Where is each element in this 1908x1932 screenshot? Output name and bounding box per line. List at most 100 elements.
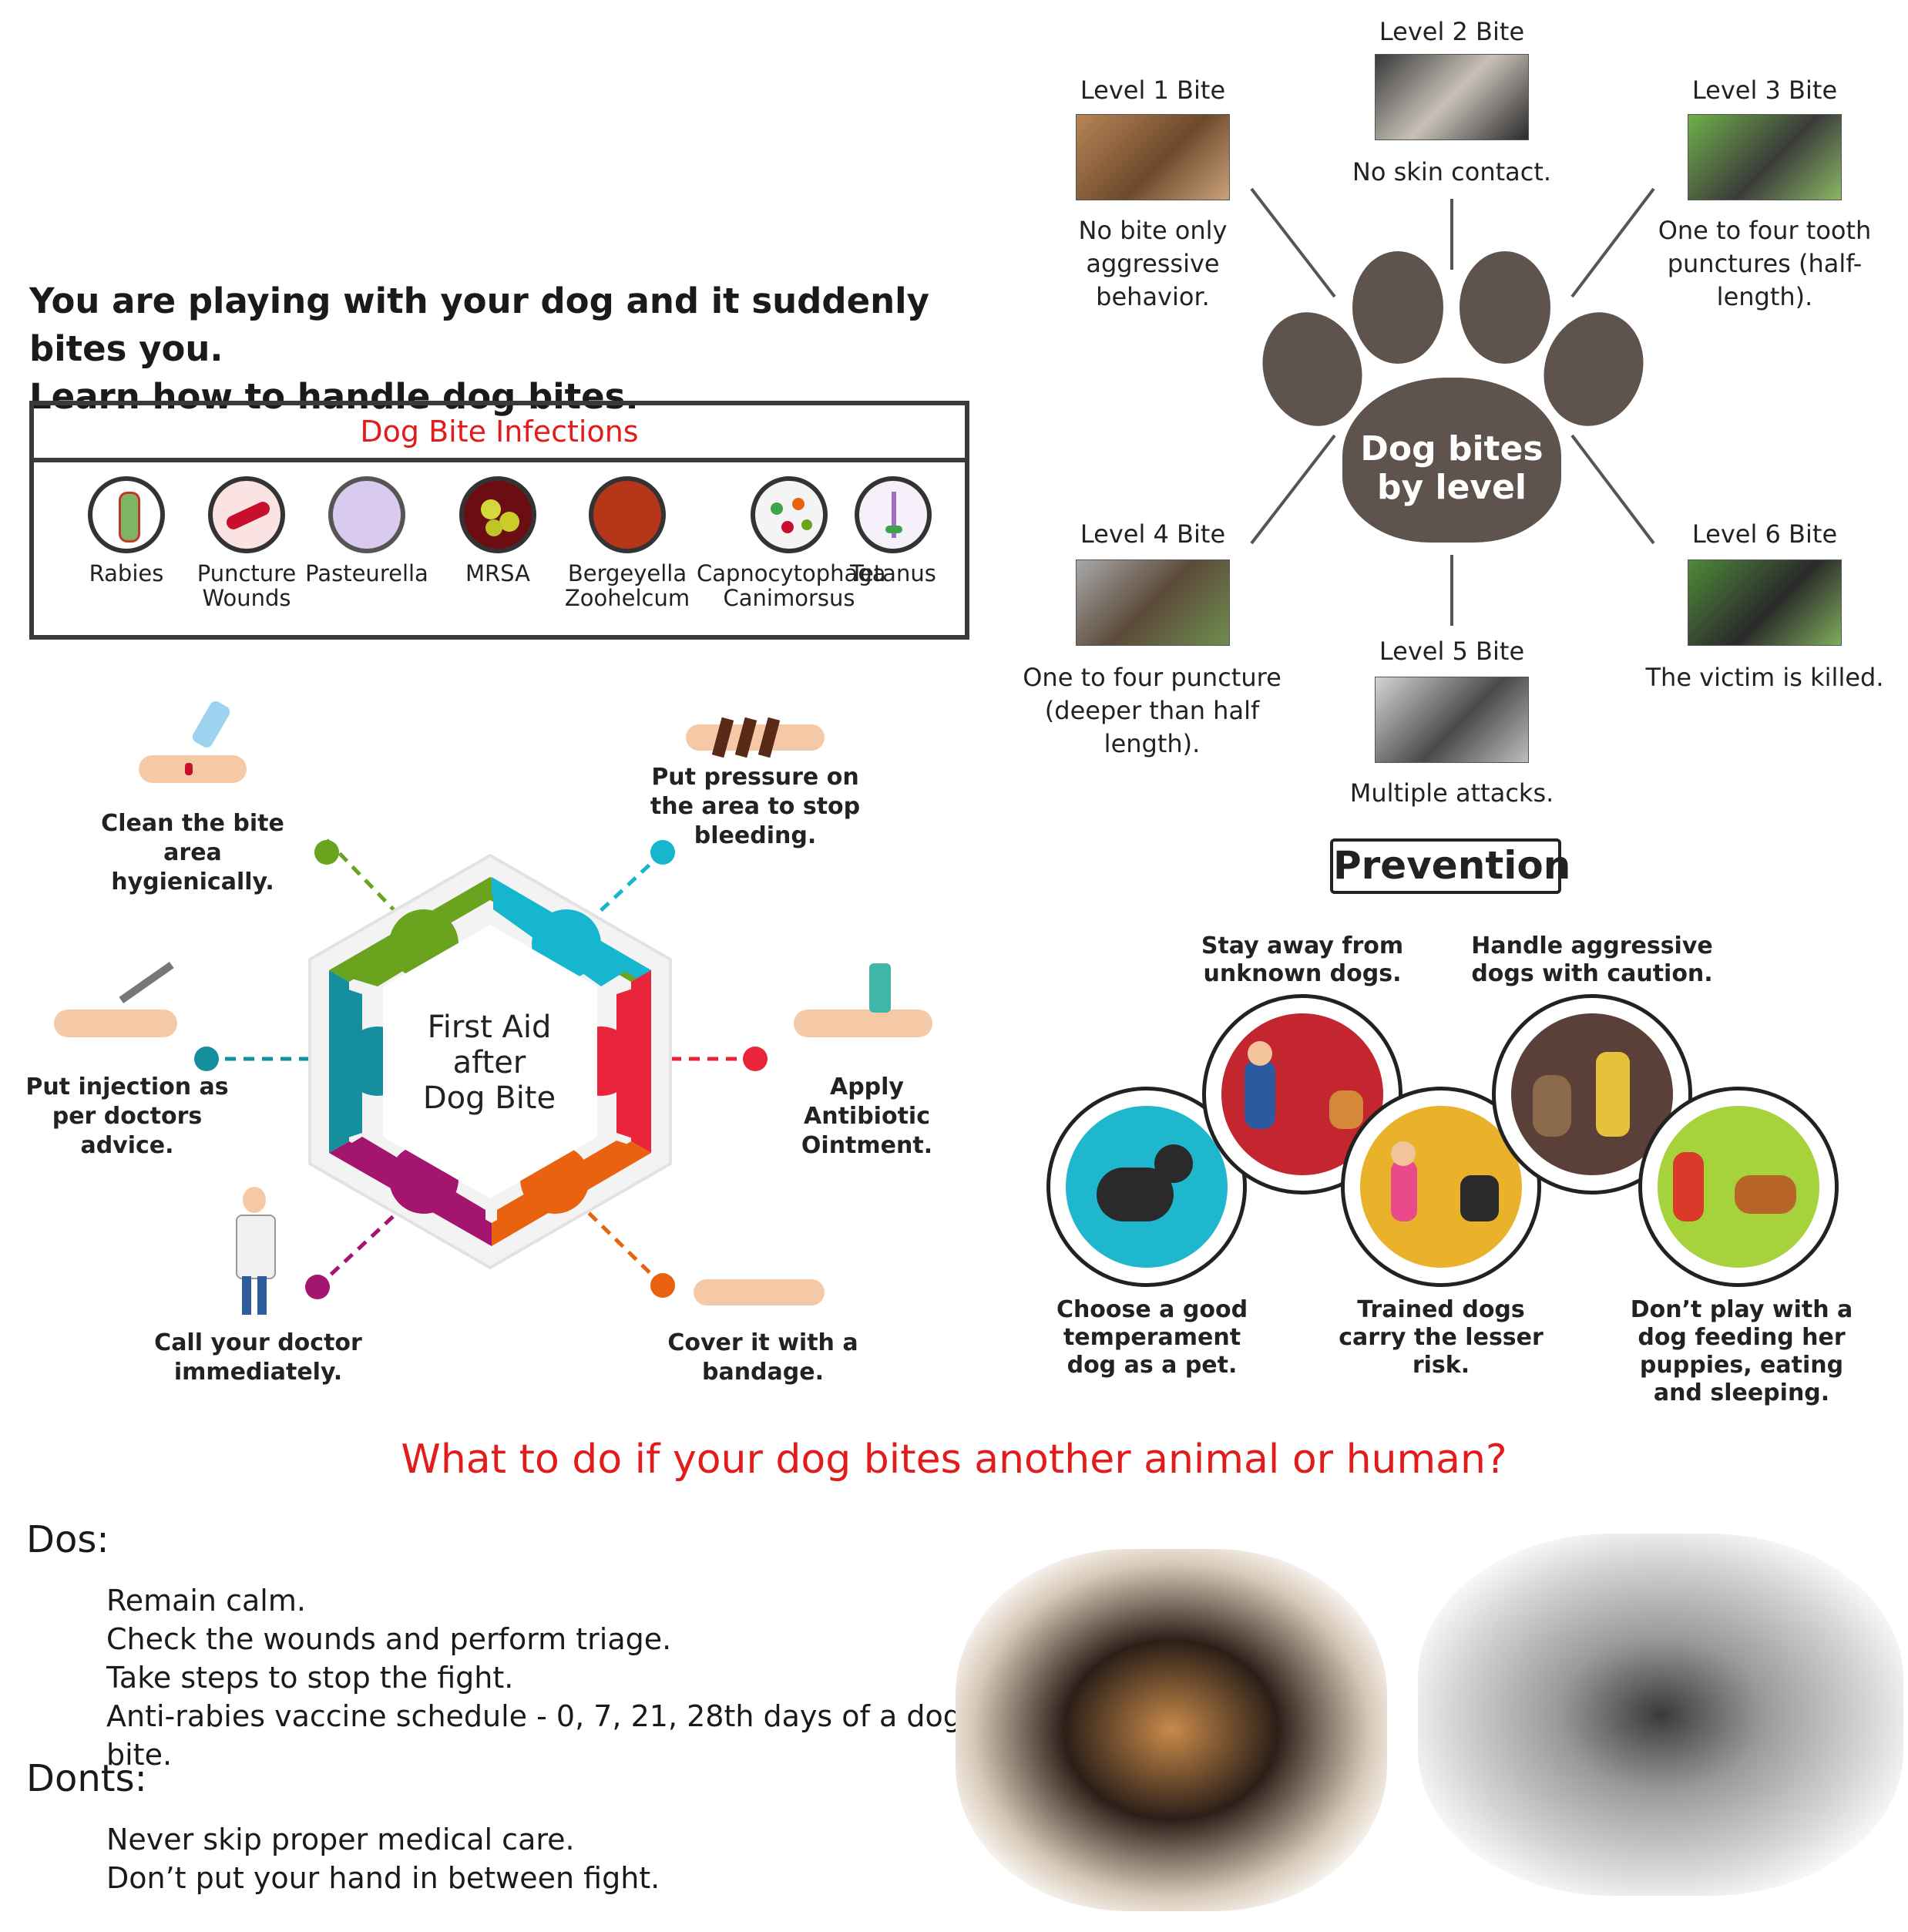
intro-line-2: Learn how to handle dog bites. — [29, 376, 639, 417]
level-5-photo — [1375, 677, 1529, 763]
dos-list: Remain calm. Check the wounds and perfor… — [106, 1581, 1031, 1774]
infection-label-2: Zoohelcum — [564, 585, 690, 611]
prevention-label-aggressive: Handle aggressive dogs with caution. — [1471, 932, 1713, 987]
dos-item: Check the wounds and perform triage. — [106, 1622, 672, 1656]
dos-item: Take steps to stop the fight. — [106, 1661, 514, 1695]
doctor-icon — [231, 1187, 277, 1318]
cowboy-kid-icon — [1596, 1052, 1630, 1137]
level-5-title: Level 5 Bite — [1379, 637, 1525, 666]
running-dog-icon — [1735, 1175, 1796, 1214]
level-1-title: Level 1 Bite — [1080, 76, 1226, 105]
infection-label: MRSA — [465, 560, 530, 586]
prevention-section: Prevention Stay away from unknown dogs. … — [1040, 832, 1865, 1418]
dos-item: Anti-rabies vaccine schedule - 0, 7, 21,… — [106, 1699, 962, 1772]
level-4-desc: One to four puncture (deeper than half l… — [1023, 663, 1282, 758]
paw-center-line-1: Dog bites — [1360, 429, 1544, 469]
infection-rabies: Rabies — [57, 476, 196, 586]
paw-pad — [1342, 378, 1561, 543]
girl-icon — [1391, 1160, 1417, 1221]
first-aid-center-line-1: First Aid — [427, 1010, 552, 1045]
level-3-photo — [1688, 114, 1842, 200]
paw-toe-mid-right — [1460, 251, 1550, 364]
puncture-wound-icon — [208, 476, 285, 553]
level-6-desc: The victim is killed. — [1645, 663, 1884, 692]
step-ointment-label: Apply Antibiotic Ointment. — [801, 1074, 933, 1159]
first-aid-center-line-2: after — [452, 1045, 526, 1080]
infection-capnocytophaga: Capnocytophaga Canimorsus — [697, 476, 886, 611]
first-aid-center-line-3: Dog Bite — [422, 1080, 556, 1116]
level-2-desc: No skin contact. — [1352, 157, 1552, 186]
running-boy-icon — [1673, 1152, 1704, 1221]
level-3-title: Level 3 Bite — [1691, 76, 1838, 105]
first-aid-section: First Aid after Dog Bite Clean the bite … — [0, 678, 1002, 1418]
prevention-label-dont-play: Don’t play with a dog feeding her puppie… — [1630, 1296, 1853, 1406]
capnocytophaga-icon — [751, 476, 828, 553]
intro-text: You are playing with your dog and it sud… — [29, 277, 1031, 421]
ointment-hand-icon — [794, 963, 932, 1048]
prevention-circle-stay-away — [1202, 994, 1402, 1194]
step-pressure-label: Put pressure on the area to stop bleedin… — [650, 764, 861, 849]
infections-panel: Dog Bite Infections Rabies Puncture Woun… — [29, 401, 969, 640]
infection-label: Capnocytophaga — [697, 560, 886, 586]
dos-title: Dos: — [26, 1518, 109, 1561]
rabies-virus-icon — [88, 476, 165, 553]
paw-toe-mid-left — [1352, 251, 1443, 364]
intro-line-1: You are playing with your dog and it sud… — [29, 281, 929, 369]
prevention-circle-dont-play — [1638, 1087, 1839, 1287]
dog-bites-question: What to do if your dog bites another ani… — [401, 1436, 1507, 1483]
dog-attack-photo — [1418, 1534, 1903, 1896]
infection-tetanus: Tetanus — [824, 476, 962, 586]
small-dog-icon — [1329, 1090, 1363, 1129]
paw-center-title: Dog bites by level — [1342, 430, 1561, 507]
step-clean-label: Clean the bite area hygienically. — [101, 810, 284, 895]
dos-item: Remain calm. — [106, 1584, 306, 1618]
level-2-photo — [1375, 54, 1529, 140]
bandaged-arm-icon — [686, 701, 825, 763]
paw-center-line-2: by level — [1376, 468, 1527, 507]
level-1-desc: No bite only aggressive behavior. — [1078, 216, 1228, 311]
donts-item: Never skip proper medical care. — [106, 1823, 575, 1856]
bandage-hand-icon — [694, 1272, 832, 1318]
infection-label: Rabies — [89, 560, 164, 586]
doberman-icon — [1460, 1175, 1499, 1221]
prevention-label-trained: Trained dogs carry the lesser risk. — [1339, 1296, 1544, 1379]
infection-label: Tetanus — [850, 560, 936, 586]
level-2-title: Level 2 Bite — [1379, 17, 1525, 46]
sitting-dog-icon — [1533, 1075, 1571, 1137]
dogs-fighting-photo — [956, 1549, 1387, 1911]
step-bandage-label: Cover it with a bandage. — [667, 1329, 858, 1386]
first-aid-center-title: First Aid after Dog Bite — [385, 1010, 593, 1116]
prevention-title: Prevention — [1330, 838, 1570, 894]
infection-mrsa: MRSA — [428, 476, 567, 586]
level-1-photo — [1076, 114, 1230, 200]
donts-item: Don’t put your hand in between fight. — [106, 1861, 660, 1895]
donts-list: Never skip proper medical care. Don’t pu… — [106, 1820, 877, 1897]
level-6-photo — [1688, 559, 1842, 646]
prevention-label-choose: Choose a good temperament dog as a pet. — [1056, 1296, 1248, 1379]
step-doctor-label: Call your doctor immediately. — [154, 1329, 362, 1386]
level-3-desc: One to four tooth punctures (half-length… — [1658, 216, 1872, 311]
bergeyella-icon — [589, 476, 666, 553]
infection-label: Bergeyella — [567, 560, 687, 586]
step-injection-label: Put injection as per doctors advice. — [25, 1074, 229, 1159]
tetanus-icon — [855, 476, 932, 553]
clean-hand-icon — [139, 699, 247, 786]
infection-bergeyella: Bergeyella Zoohelcum — [558, 476, 697, 610]
infection-pasteurella: Pasteurella — [297, 476, 436, 586]
donts-title: Donts: — [26, 1757, 147, 1800]
child-icon — [1245, 1060, 1275, 1129]
injection-hand-icon — [54, 961, 185, 1048]
level-6-title: Level 6 Bite — [1691, 519, 1838, 549]
infection-label: Puncture — [197, 560, 297, 586]
infection-puncture-wounds: Puncture Wounds — [177, 476, 316, 610]
first-aid-diagram — [194, 838, 768, 1299]
infections-title: Dog Bite Infections — [34, 405, 965, 462]
level-4-title: Level 4 Bite — [1080, 519, 1226, 549]
infection-label-2: Wounds — [202, 585, 291, 611]
infection-label-2: Canimorsus — [723, 585, 855, 611]
paw-connectors — [1250, 187, 1655, 626]
level-4-photo — [1076, 559, 1230, 646]
infection-label: Pasteurella — [305, 560, 428, 586]
mrsa-icon — [459, 476, 536, 553]
pasteurella-icon — [328, 476, 405, 553]
